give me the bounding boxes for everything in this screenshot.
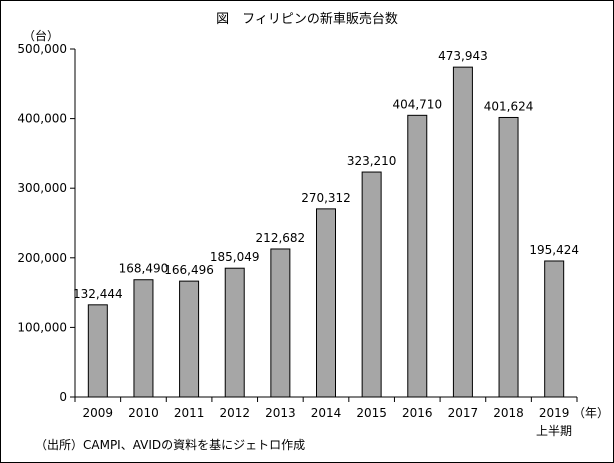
x-tick-label: 2013 (265, 406, 296, 420)
x-tick-label: 2012 (219, 406, 250, 420)
x-tick-label: 2017 (448, 406, 479, 420)
bar-value-label: 132,444 (73, 287, 123, 301)
bar-value-label: 323,210 (347, 154, 397, 168)
y-tick-label: 400,000 (17, 112, 67, 126)
bar-value-label: 473,943 (438, 49, 488, 63)
bar-value-label: 168,490 (119, 262, 169, 276)
plot-area: 0 100,000 200,000 300,000 400,000 500,000 132,… (17, 42, 579, 420)
bar (224, 267, 245, 398)
bar-value-label: 185,049 (210, 250, 260, 264)
bar (361, 171, 382, 398)
bar-value-label: 401,624 (484, 99, 534, 113)
x-tick-label: 2009 (83, 406, 114, 420)
x-tick-label: 2019 (539, 406, 570, 420)
bar-value-label: 195,424 (529, 243, 579, 257)
x-axis-unit-label: （年） (573, 406, 609, 420)
x-tick-label: 2016 (402, 406, 433, 420)
category-note: 上半期 (536, 424, 572, 438)
bar (544, 260, 565, 398)
bar (179, 280, 200, 398)
x-tick-label: 2011 (174, 406, 205, 420)
bar (133, 279, 154, 398)
y-tick-label: 500,000 (17, 42, 67, 56)
y-tick-label: 100,000 (17, 320, 67, 334)
bar (498, 116, 519, 398)
bar (407, 114, 428, 398)
bar (87, 304, 108, 398)
y-axis-unit-label: （台） (23, 28, 59, 43)
bar-value-label: 270,312 (301, 191, 351, 205)
y-tick-label: 200,000 (17, 251, 67, 265)
bar-value-label: 166,496 (164, 263, 214, 277)
y-tick-label: 300,000 (17, 181, 67, 195)
bar-value-label: 212,682 (256, 231, 306, 245)
bar (270, 248, 291, 398)
y-tick-label: 0 (59, 390, 67, 404)
x-tick-label: 2010 (128, 406, 159, 420)
bar (316, 208, 336, 398)
bar-value-label: 404,710 (392, 97, 442, 111)
x-tick-label: 2014 (311, 406, 342, 420)
source-note: （出所）CAMPI、AVIDの資料を基にジェトロ作成 (35, 438, 305, 452)
bar (452, 66, 473, 398)
chart-title: 図 フィリピンの新車販売台数 (216, 11, 398, 27)
x-tick-label: 2015 (356, 406, 387, 420)
x-tick-label: 2018 (493, 406, 524, 420)
